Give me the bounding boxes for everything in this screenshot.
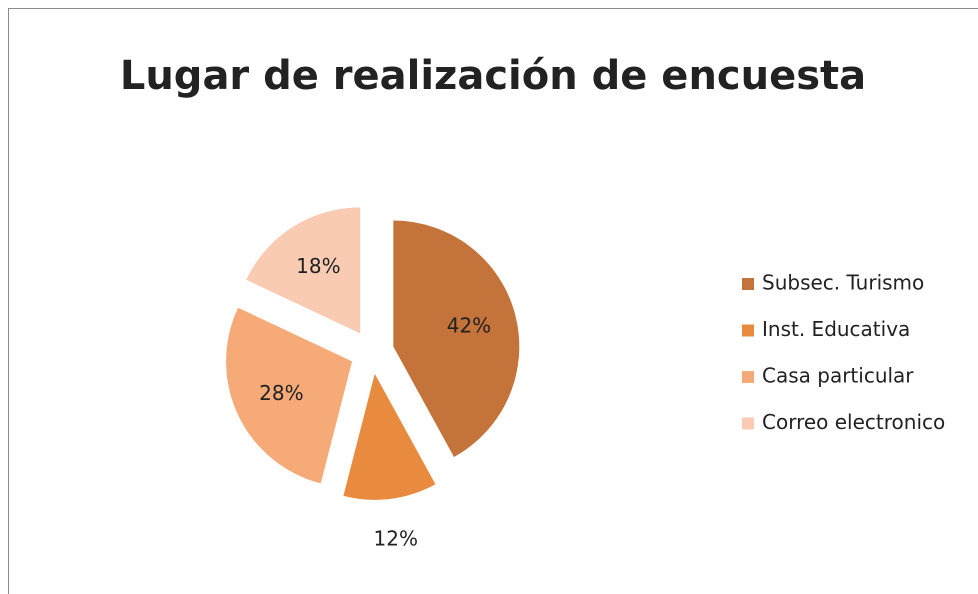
data-label: 18% [296,254,340,278]
legend-label: Inst. Educativa [762,317,910,341]
data-label: 28% [259,381,303,405]
legend-label: Subsec. Turismo [762,271,924,295]
legend-label: Correo electronico [762,410,945,434]
pie-slice [343,373,436,500]
legend-swatch [742,278,754,290]
pie-slice [393,220,520,457]
data-label: 42% [447,314,491,338]
pie-slice [246,207,361,334]
legend-label: Casa particular [762,364,914,388]
legend-swatch [742,324,754,337]
data-label: 12% [374,527,418,551]
legend-swatch [742,371,754,383]
chart-title: Lugar de realización de encuesta [120,53,866,99]
pie-slice [226,307,353,484]
legend-swatch [742,417,754,430]
